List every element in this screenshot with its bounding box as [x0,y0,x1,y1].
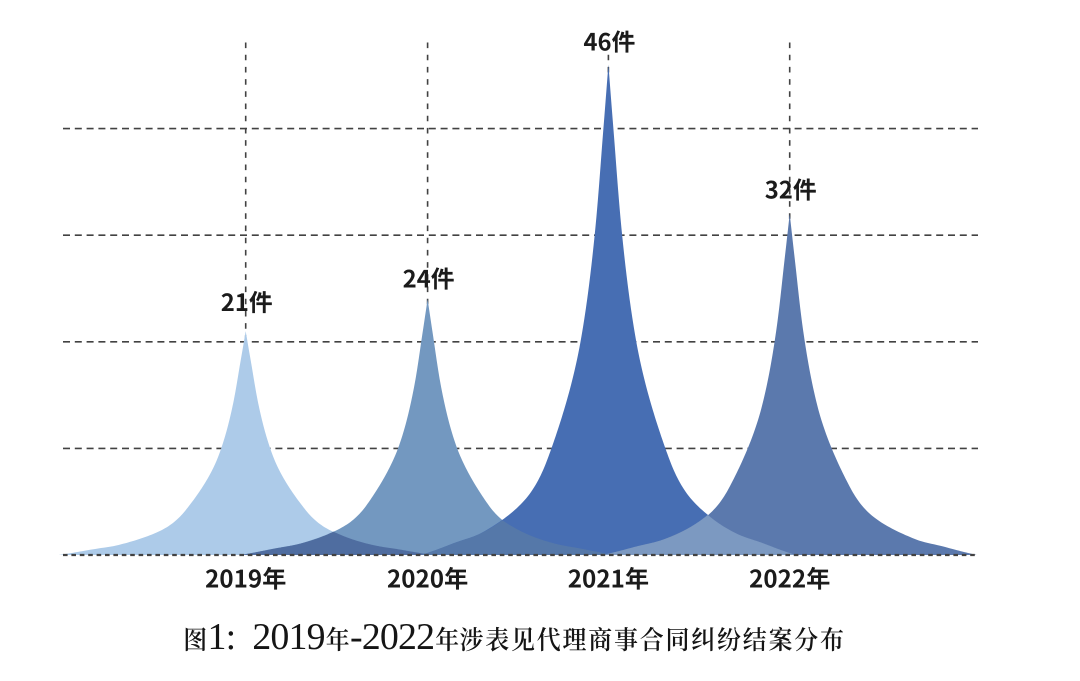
glyph-- [351,638,362,642]
glyph-商 [589,626,612,652]
glyph-1 [291,624,306,649]
glyph-: [228,631,234,650]
overlap-2020年-2021年 [421,520,615,555]
value-labels [221,30,816,314]
peak-2020年 [240,299,615,555]
glyph-年 [326,626,349,652]
glyph-9 [307,623,324,650]
glyph-年 [625,566,649,590]
glyph-4 [583,32,597,51]
glyph-2 [779,180,792,199]
glyph-事 [614,627,638,652]
glyph-2 [568,569,581,588]
value-label-46 [583,30,635,53]
glyph-理 [563,627,587,651]
horizontal-gridlines [63,127,978,450]
glyph-0 [764,569,777,588]
glyph-2 [403,269,416,288]
glyph-涉 [460,626,483,652]
glyph-1 [236,293,248,312]
glyph-图 [185,627,206,652]
glyph-同 [667,627,688,652]
glyph-纠 [692,627,714,652]
glyph-1 [210,624,225,649]
glyph-2 [387,569,400,588]
glyph-0 [271,623,288,650]
category-label-2022年 [749,566,830,590]
peak-2021年 [421,64,796,555]
glyph-0 [402,569,415,588]
glyph-年 [444,566,468,590]
glyph-分 [794,626,818,652]
value-label-24 [403,267,454,290]
category-labels [205,566,830,590]
glyph-2 [792,569,805,588]
overlap-2021年-2022年 [602,514,796,555]
glyph-代 [537,627,560,652]
glyph-2 [253,623,270,649]
glyph-4 [417,269,431,288]
glyph-年 [436,626,459,652]
glyph-2 [597,569,610,588]
glyph-年 [263,566,286,590]
glyph-表 [485,626,509,652]
glyph-9 [248,569,261,588]
figure-caption [185,623,844,652]
glyph-0 [430,569,443,588]
glyph-2 [399,623,415,649]
category-label-2019年 [205,566,286,590]
glyph-1 [612,569,624,588]
glyph-6 [598,32,611,51]
glyph-件 [249,290,272,314]
peak-overlap-areas [240,514,796,555]
category-label-2020年 [387,566,468,590]
peak-2022年 [602,213,977,555]
glyph-年 [807,566,830,590]
glyph-件 [793,178,816,201]
glyph-件 [611,30,635,53]
glyph-2 [749,569,763,588]
peak-areas [58,64,977,555]
glyph-0 [220,569,233,588]
glyph-纷 [717,627,741,652]
glyph-2 [417,623,433,649]
glyph-见 [511,627,535,652]
glyph-件 [431,267,454,290]
glyph-合 [640,626,664,652]
glyph-3 [765,180,778,199]
glyph-2 [778,569,791,588]
vertical-peak-guides [244,42,791,555]
glyph-2 [221,293,234,312]
glyph-2 [416,569,429,588]
glyph-结 [743,627,767,652]
glyph-布 [820,626,844,652]
category-label-2021年 [568,566,649,590]
overlap-2019年-2020年 [240,531,433,555]
value-label-21 [221,290,272,314]
peak-2019年 [58,331,433,555]
glyph-2 [205,569,219,588]
glyph-案 [769,626,792,652]
glyph-1 [235,569,247,588]
glyph-0 [381,623,398,650]
glyph-0 [583,569,596,588]
glyph-2 [363,623,379,649]
value-label-32 [765,178,816,201]
figure-caption-text [185,623,844,652]
